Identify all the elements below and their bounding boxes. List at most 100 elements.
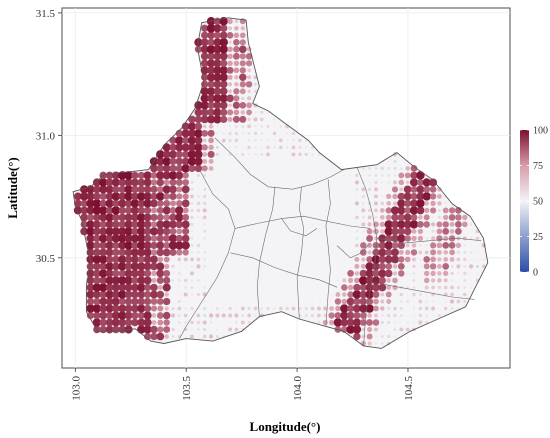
grid-point (222, 244, 225, 247)
grid-point (443, 250, 449, 255)
grid-point (222, 216, 225, 219)
grid-point (405, 249, 411, 255)
grid-point (418, 250, 423, 255)
grid-point (137, 290, 146, 299)
grid-point (169, 200, 177, 207)
grid-point (299, 279, 301, 282)
grid-point (406, 321, 409, 324)
grid-point (403, 213, 412, 222)
grid-point (156, 157, 165, 166)
grid-point (216, 230, 219, 233)
grid-point (298, 160, 301, 163)
grid-point (143, 311, 152, 320)
grid-point (449, 299, 455, 304)
grid-point (235, 321, 238, 324)
grid-point (260, 188, 263, 191)
grid-point (409, 206, 419, 215)
grid-point (267, 244, 269, 247)
grid-point (143, 318, 152, 327)
grid-point (234, 327, 239, 332)
grid-point (187, 150, 197, 159)
grid-point (86, 241, 95, 250)
grid-point (352, 325, 362, 334)
grid-point (247, 132, 251, 135)
grid-point (367, 242, 373, 248)
grid-point (417, 228, 424, 235)
grid-point (462, 214, 468, 221)
grid-point (216, 251, 219, 254)
grid-point (92, 255, 102, 264)
grid-point (311, 202, 314, 205)
grid-point (118, 290, 127, 299)
grid-point (298, 223, 301, 226)
grid-point (260, 307, 264, 310)
grid-point (463, 299, 467, 304)
grid-point (398, 256, 405, 263)
grid-point (279, 293, 282, 296)
grid-point (353, 304, 361, 313)
grid-point (423, 214, 430, 221)
grid-point (241, 230, 244, 233)
grid-point (406, 293, 409, 296)
grid-point (105, 192, 114, 201)
grid-point (286, 153, 289, 156)
grid-point (292, 195, 295, 198)
grid-point (333, 318, 343, 327)
grid-point (365, 262, 374, 271)
grid-point (412, 278, 416, 282)
grid-point (207, 38, 215, 46)
grid-point (260, 139, 263, 142)
grid-point (437, 285, 442, 290)
grid-point (442, 241, 450, 249)
grid-point (286, 230, 289, 233)
grid-point (482, 251, 485, 254)
grid-point (241, 209, 244, 212)
grid-point (410, 213, 418, 221)
grid-point (279, 279, 282, 282)
grid-point (143, 192, 152, 201)
grid-point (131, 192, 139, 201)
grid-point (361, 222, 366, 227)
grid-point (380, 335, 384, 338)
grid-point (228, 306, 232, 311)
grid-point (361, 187, 366, 192)
grid-point (144, 290, 152, 299)
grid-point (373, 327, 379, 332)
grid-point (292, 279, 295, 282)
grid-point (197, 272, 200, 275)
grid-point (397, 199, 406, 208)
grid-point (172, 258, 174, 261)
grid-point (374, 194, 378, 199)
grid-point (341, 284, 348, 291)
grid-point (137, 297, 146, 306)
grid-point (450, 307, 454, 310)
grid-point (330, 293, 333, 296)
grid-point (418, 215, 423, 220)
grid-point (437, 278, 442, 283)
grid-point (227, 46, 233, 53)
grid-point (336, 279, 339, 282)
grid-point (384, 241, 393, 250)
grid-point (176, 228, 183, 235)
grid-point (203, 265, 206, 268)
grid-point (267, 237, 270, 240)
grid-point (222, 174, 225, 177)
grid-point (157, 326, 164, 333)
grid-point (431, 285, 435, 290)
grid-point (412, 257, 416, 262)
grid-point (210, 258, 213, 261)
grid-point (246, 109, 253, 116)
grid-point (203, 237, 207, 240)
y-tick-label: 31.0 (36, 130, 56, 142)
grid-point (222, 125, 225, 128)
grid-point (378, 283, 387, 292)
grid-point (206, 87, 216, 96)
grid-point (436, 193, 442, 199)
grid-point (201, 165, 208, 172)
grid-point (168, 241, 178, 250)
grid-point (432, 314, 435, 317)
grid-point (378, 276, 386, 285)
grid-point (425, 314, 428, 317)
grid-point (156, 276, 164, 284)
grid-point (177, 279, 181, 282)
